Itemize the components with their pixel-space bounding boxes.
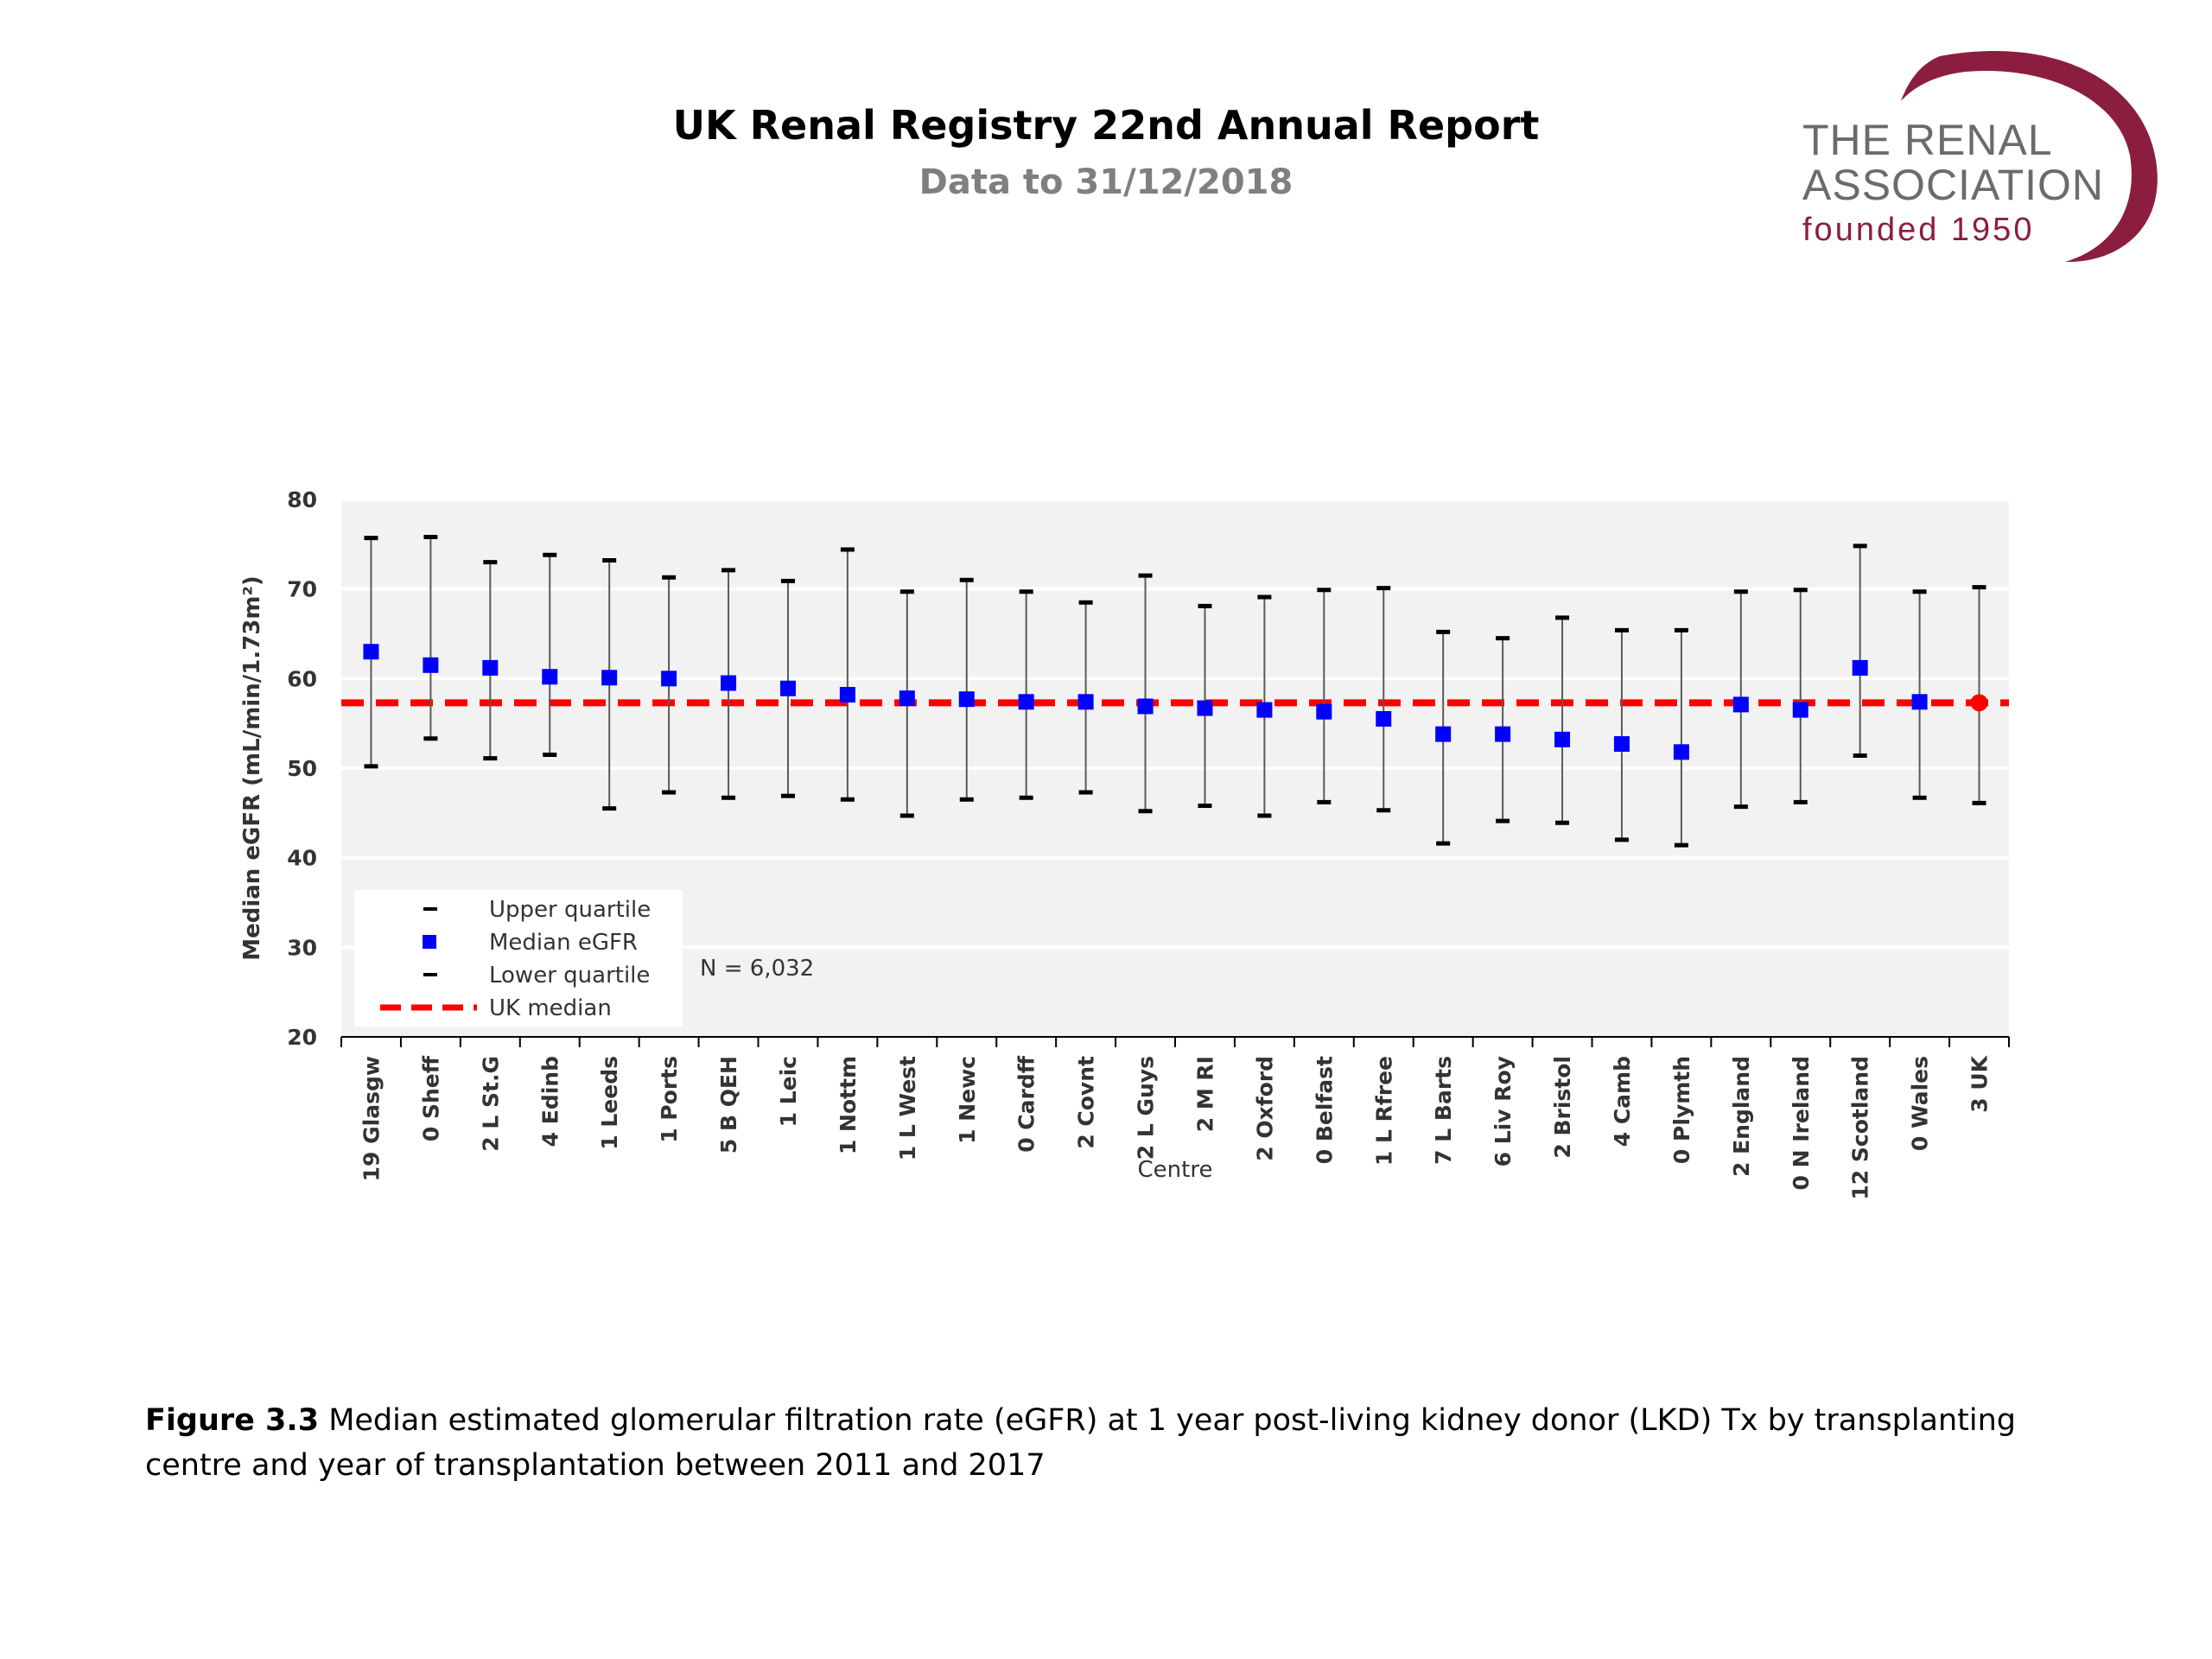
median-point (601, 670, 618, 686)
x-tick-label: 5 B QEH (716, 1056, 741, 1154)
y-tick-label: 20 (287, 1025, 317, 1050)
y-tick-label: 70 (287, 577, 317, 602)
x-tick-label: 0 N Ireland (1789, 1056, 1814, 1190)
median-point (423, 657, 439, 673)
egfr-chart: 20 30 40 50 60 70 80 19 Glasgw 0 Sheff 2 L St.G 4 … (239, 487, 2010, 1200)
x-tick-label: 0 Belfast (1312, 1056, 1337, 1164)
median-point (1077, 694, 1094, 710)
median-point (839, 686, 855, 702)
x-tick-label: 0 Sheff (418, 1055, 443, 1141)
x-tick-label: 1 L Rfree (1371, 1056, 1396, 1166)
y-tick-label: 40 (287, 846, 317, 871)
median-point (1316, 703, 1332, 720)
legend-median-label: Median eGFR (489, 930, 638, 956)
legend-lower-quartile-label: Lower quartile (489, 963, 650, 988)
legend-box (354, 890, 683, 1027)
legend-upper-quartile-label: Upper quartile (489, 897, 651, 923)
x-tick-label: 2 Oxford (1252, 1056, 1277, 1161)
report-header: UK Renal Registry 22nd Annual Report Dat… (0, 102, 2212, 202)
legend-median-marker (423, 935, 436, 949)
legend-uk-median-label: UK median (489, 995, 612, 1021)
x-tick-label: 2 M RI (1192, 1056, 1217, 1132)
x-tick-label: 0 Plymth (1669, 1056, 1694, 1164)
x-tick-label: 19 Glasgw (359, 1056, 384, 1181)
logo-line-2: ASSOCIATION (1802, 161, 2105, 209)
logo-swirl-icon (1901, 50, 2158, 263)
y-tick-label: 50 (287, 756, 317, 781)
x-tick-label: 1 Newc (955, 1056, 980, 1144)
figure-caption-text: Median estimated glomerular filtration r… (145, 1403, 2017, 1483)
y-tick-label: 80 (287, 487, 317, 512)
x-tick-label: 0 Wales (1908, 1056, 1933, 1151)
uk-median-point (1970, 694, 1988, 712)
median-point (1197, 700, 1213, 716)
median-point (899, 690, 915, 707)
x-tick-label: 1 Leic (776, 1056, 801, 1127)
x-tick-label: 1 Leeds (597, 1056, 622, 1150)
median-point (958, 691, 975, 708)
x-tick-label: 2 Covnt (1074, 1056, 1099, 1149)
logo-line-1: THE RENAL (1802, 116, 2053, 164)
median-point (1852, 659, 1868, 676)
median-point (542, 669, 558, 685)
x-tick-label: 4 Camb (1610, 1056, 1635, 1147)
median-point (1376, 710, 1392, 727)
median-point (1256, 702, 1273, 718)
sample-size-annotation: N = 6,032 (700, 956, 814, 982)
x-axis-label: Centre (1138, 1157, 1213, 1183)
x-tick-label: 1 L West (895, 1056, 920, 1160)
logo-line-3: founded 1950 (1802, 212, 2035, 248)
renal-association-logo: THE RENAL ASSOCIATION founded 1950 (1771, 48, 2186, 272)
median-point (1732, 696, 1749, 713)
x-tick-label: 6 Liv Roy (1491, 1056, 1516, 1166)
median-point (1613, 736, 1630, 753)
median-point (1137, 698, 1154, 715)
x-tick-label: 12 Scotland (1848, 1056, 1873, 1200)
figure-label: Figure 3.3 (145, 1403, 320, 1438)
median-point (1792, 702, 1808, 718)
median-point (1554, 731, 1571, 747)
y-tick-label: 60 (287, 666, 317, 691)
median-point (779, 680, 796, 696)
x-tick-label: 7 L Barts (1431, 1056, 1456, 1165)
x-tick-label: 1 Ports (657, 1056, 682, 1143)
median-point (482, 659, 499, 676)
x-tick-label: 2 L Guys (1134, 1056, 1159, 1160)
x-tick-label: 2 England (1729, 1056, 1754, 1177)
y-axis-label: Median eGFR (mL/min/1.73m²) (239, 575, 265, 961)
x-tick-label: 3 UK (1967, 1054, 1993, 1112)
median-point (1495, 726, 1511, 742)
report-subtitle: Data to 31/12/2018 (918, 162, 1294, 202)
median-point (661, 671, 677, 687)
x-tick-label: 2 Bristol (1550, 1056, 1575, 1159)
figure-caption: Figure 3.3 Median estimated glomerular f… (145, 1398, 2098, 1488)
x-tick-label: 2 L St.G (478, 1056, 503, 1152)
median-point (721, 675, 737, 691)
median-point (1911, 694, 1928, 710)
median-point (1018, 694, 1034, 710)
median-point (1673, 744, 1689, 760)
x-tick-label: 1 Nottm (836, 1056, 861, 1154)
y-tick-label: 30 (287, 935, 317, 960)
median-point (363, 644, 379, 660)
median-point (1435, 726, 1452, 742)
report-title: UK Renal Registry 22nd Annual Report (672, 102, 1540, 149)
x-tick-label: 4 Edinb (537, 1056, 563, 1147)
x-tick-label: 0 Cardff (1014, 1055, 1039, 1153)
